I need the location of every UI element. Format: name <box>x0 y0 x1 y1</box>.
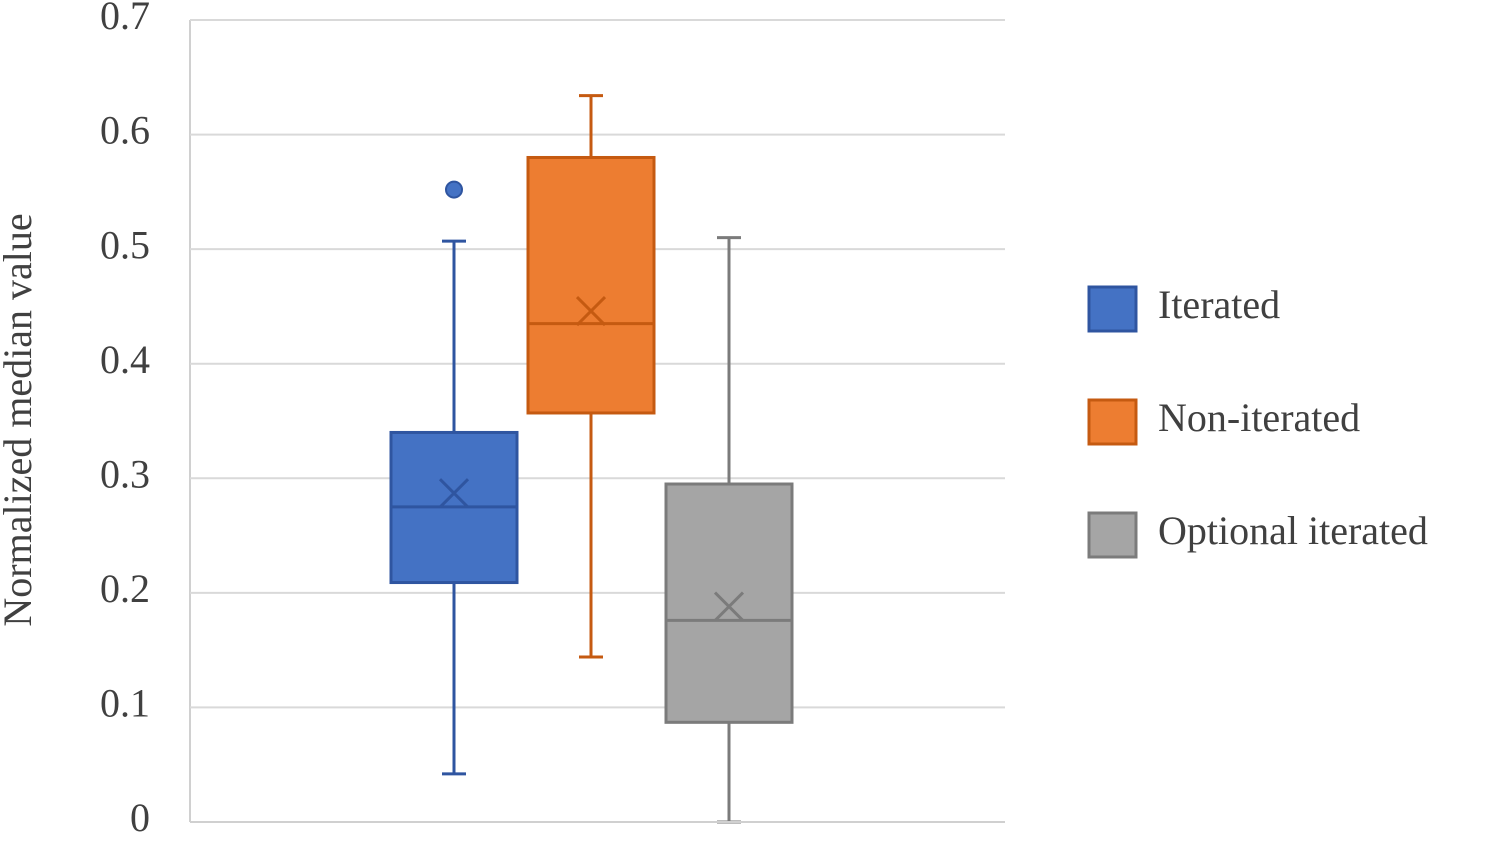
legend-swatch <box>1087 511 1138 559</box>
y-tick-label: 0 <box>130 795 150 840</box>
y-tick-label: 0.2 <box>100 566 150 611</box>
box <box>664 482 794 724</box>
outlier <box>445 180 463 199</box>
y-tick-label: 0.6 <box>100 108 150 153</box>
y-tick-label: 0.3 <box>100 451 150 496</box>
y-tick-label: 0.7 <box>100 0 150 38</box>
box <box>526 155 656 415</box>
legend-label: Iterated <box>1158 282 1280 327</box>
y-tick-label: 0.1 <box>100 681 150 726</box>
legend-swatch <box>1087 398 1138 446</box>
mean-marker <box>713 591 745 622</box>
y-tick-label: 0.5 <box>100 222 150 267</box>
mean-marker <box>438 478 470 509</box>
legend-label: Optional iterated <box>1158 508 1428 553</box>
y-tick-label: 0.4 <box>100 337 150 382</box>
y-axis-label: Normalized median value <box>0 213 40 626</box>
legend-label: Non-iterated <box>1158 395 1360 440</box>
legend-swatch <box>1087 285 1138 333</box>
mean-marker <box>575 295 607 327</box>
